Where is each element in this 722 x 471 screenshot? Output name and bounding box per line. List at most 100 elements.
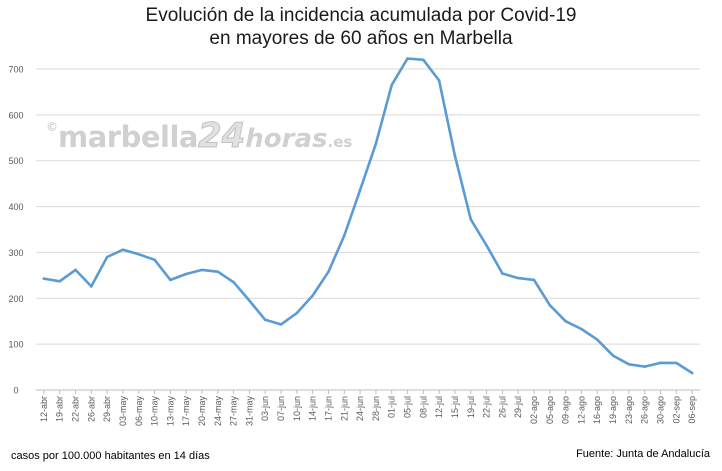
chart-title-line-2: en mayores de 60 años en Marbella (209, 28, 513, 49)
series-line (42, 57, 694, 375)
y-tick-label: 400 (8, 202, 23, 212)
x-tick-label: 26-ago (640, 396, 650, 424)
data-point (580, 327, 583, 331)
data-point (153, 258, 156, 262)
x-tick-label: 13-may (165, 396, 175, 427)
data-point (42, 277, 46, 280)
data-point (358, 188, 362, 192)
data-point (137, 253, 141, 256)
data-point (184, 272, 188, 276)
watermark-copyright: © (46, 120, 58, 134)
x-tick-label: 29-jul (513, 396, 523, 418)
data-point (406, 57, 409, 60)
x-tick-label: 10-jun (292, 396, 302, 421)
data-point (311, 294, 315, 297)
x-tick-label: 14-jun (308, 396, 318, 421)
data-point (343, 234, 346, 237)
data-point (469, 218, 473, 221)
data-point (74, 268, 77, 272)
data-point (422, 58, 425, 62)
x-tick-label: 27-may (229, 396, 239, 427)
x-tick-label: 12-jul (434, 396, 444, 418)
x-tick-label: 02-ago (529, 396, 539, 424)
x-tick-label: 26-jul (497, 396, 507, 418)
data-point (659, 361, 662, 365)
x-tick-label: 10-may (150, 396, 160, 427)
data-point (327, 270, 330, 274)
data-point (200, 268, 204, 272)
data-point (485, 244, 488, 247)
data-point (374, 142, 378, 145)
x-tick-label: 19-ago (608, 396, 618, 424)
data-point (564, 319, 567, 323)
y-tick-label: 700 (8, 65, 23, 75)
units-note: casos por 100.000 habitantes en 14 días (11, 450, 210, 462)
watermark-brand: marbella (58, 120, 198, 154)
data-point (90, 285, 93, 288)
x-tick-label: 19-abr (55, 396, 65, 422)
data-point (248, 299, 251, 302)
data-point (453, 154, 457, 158)
data-point (501, 272, 504, 275)
x-tick-label: 17-may (181, 396, 191, 427)
x-tick-label: 23-ago (624, 396, 634, 424)
x-tick-label: 09-ago (561, 396, 571, 424)
x-tick-label: 03-jun (260, 396, 270, 421)
y-tick-label: 300 (8, 248, 23, 258)
x-tick-label: 21-jun (339, 396, 349, 421)
x-tick-label: 05-jul (403, 396, 413, 418)
x-tick-label: 20-may (197, 396, 207, 427)
x-tick-label: 08-jul (418, 396, 428, 418)
data-point (643, 365, 646, 368)
x-tick-label: 05-ago (545, 396, 555, 424)
data-point (232, 280, 235, 284)
data-point (437, 79, 441, 82)
data-point (675, 361, 678, 365)
data-point (390, 83, 394, 87)
x-tick-label: 22-abr (71, 396, 81, 422)
x-tick-label: 29-abr (102, 396, 112, 422)
data-point (263, 318, 267, 322)
x-tick-label: 19-jul (466, 396, 476, 418)
data-point (58, 280, 61, 283)
chart-title-line-1: Evolución de la incidencia acumulada por… (145, 5, 577, 26)
data-point (105, 255, 109, 259)
x-tick-label: 02-sep (671, 396, 681, 424)
data-point (595, 338, 599, 341)
data-point (516, 276, 520, 280)
x-tick-label: 24-jun (355, 396, 365, 421)
y-tick-label: 600 (8, 110, 23, 120)
x-tick-label: 28-jun (371, 396, 381, 421)
y-tick-label: 0 (13, 386, 18, 396)
data-point (216, 270, 220, 274)
data-point (548, 303, 552, 307)
y-tick-label: 500 (8, 156, 23, 166)
watermark-logo: ©marbella24horas.es (46, 116, 353, 157)
data-point (295, 311, 299, 315)
data-point (279, 323, 283, 326)
data-point (532, 278, 536, 282)
x-tick-label: 06-sep (687, 396, 697, 424)
x-tick-label: 07-jun (276, 396, 286, 421)
x-tick-label: 15-jul (450, 396, 460, 418)
x-tick-label: 01-jul (387, 396, 397, 418)
watermark-tld: .es (327, 133, 353, 151)
y-tick-label: 200 (8, 294, 23, 304)
x-tick-label: 06-may (134, 396, 144, 427)
source-note: Fuente: Junta de Andalucía (576, 448, 710, 460)
x-tick-label: 12-abr (39, 396, 49, 422)
data-point (121, 248, 125, 251)
watermark-number: 24 (197, 116, 246, 157)
x-tick-label: 31-may (244, 396, 254, 427)
x-tick-label: 24-may (213, 396, 223, 427)
x-tick-label: 26-abr (86, 396, 96, 422)
y-tick-label: 100 (8, 340, 23, 350)
x-tick-label: 03-may (118, 396, 128, 427)
data-point (690, 371, 694, 375)
x-tick-label: 16-ago (592, 396, 602, 424)
data-point (627, 363, 631, 366)
data-point (611, 354, 615, 357)
data-point (169, 278, 172, 282)
x-tick-label: 17-jun (323, 396, 333, 421)
